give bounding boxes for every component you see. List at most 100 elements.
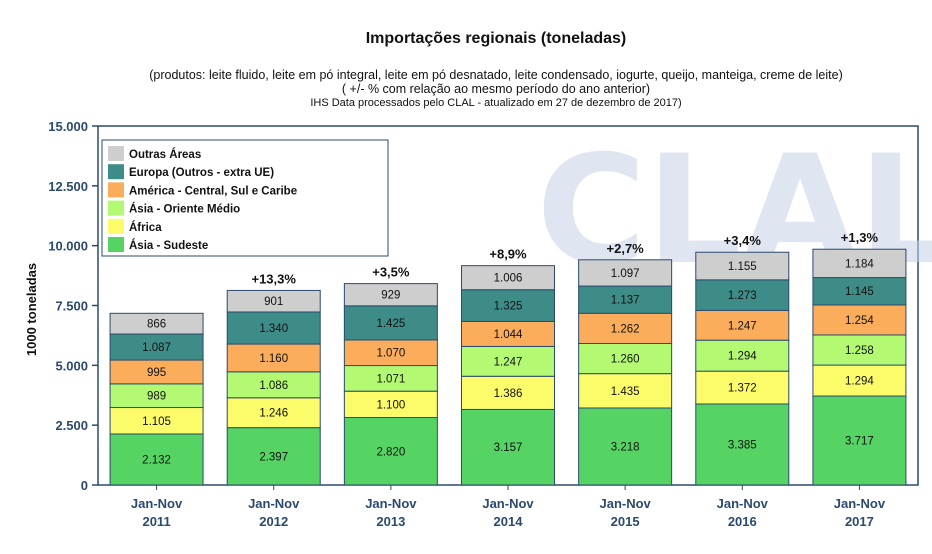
x-tick-label: 2011 — [142, 514, 170, 529]
bar-segment — [812, 334, 907, 366]
data-label: 1.097 — [611, 268, 640, 280]
bar-segment — [226, 427, 321, 486]
bar-segment — [812, 395, 907, 486]
bar-stack: 2.397 1.246 1.086 1.160 1.340 901 — [226, 289, 321, 486]
legend-box — [101, 139, 389, 257]
data-label: 1.246 — [259, 408, 288, 420]
data-label: 1.071 — [376, 373, 405, 385]
bar-stack: 2.820 1.100 1.071 1.070 1.425 929 — [343, 283, 438, 486]
legend-swatch — [108, 146, 124, 161]
subtitle-line-percent: ( +/- % com relação ao mesmo período do … — [341, 82, 651, 96]
data-label: 1.425 — [376, 318, 405, 330]
bar-segment — [226, 289, 321, 313]
bar-segment — [695, 309, 790, 341]
data-label: 1.184 — [845, 258, 874, 270]
y-tick-label: 5.000 — [55, 358, 88, 373]
bar-segment — [695, 251, 790, 281]
bar-segment — [461, 320, 555, 347]
data-label: 1.294 — [728, 351, 757, 363]
data-label: 995 — [147, 367, 166, 379]
bar-segment — [578, 373, 673, 409]
data-label: 1.258 — [845, 345, 874, 357]
data-label: 2.132 — [142, 454, 171, 466]
bar-segment — [109, 407, 204, 435]
bar-segment — [578, 407, 673, 486]
bar-segment — [578, 342, 673, 375]
bar-segment — [812, 364, 907, 397]
legend-swatch — [108, 200, 124, 216]
bar-segment — [109, 312, 204, 335]
x-tick-label: Jan-Nov — [482, 496, 534, 511]
data-label: 1.247 — [494, 356, 523, 368]
x-tick-label: 2013 — [376, 514, 405, 529]
data-label: 1.100 — [376, 399, 405, 411]
data-label: 2.397 — [259, 451, 288, 463]
legend-entry: África — [129, 221, 162, 234]
x-tick-label: Jan-Nov — [365, 496, 417, 511]
data-label: 1.260 — [611, 354, 640, 366]
data-label: 1.155 — [728, 261, 757, 273]
data-label: 1.044 — [494, 329, 523, 341]
data-label: 989 — [147, 391, 166, 403]
x-tick-label: 2016 — [728, 514, 757, 529]
y-tick-label: 15.000 — [48, 119, 88, 134]
bar-stack: 3.157 1.386 1.247 1.044 1.325 1.006 — [461, 265, 555, 486]
change-label: +2,7% — [607, 241, 645, 256]
legend-entry: Europa (Outros - extra UE) — [129, 167, 274, 179]
bar-segment — [226, 371, 321, 399]
data-label: 3.717 — [845, 436, 874, 448]
y-tick-label: 10.000 — [48, 239, 88, 254]
bar-segment — [343, 339, 438, 367]
data-label: 901 — [264, 296, 283, 308]
bar-segment — [461, 289, 555, 322]
bar-stack: 3.717 1.294 1.258 1.254 1.145 1.184 — [812, 248, 907, 486]
bar-segment — [343, 305, 438, 341]
data-label: 1.145 — [845, 286, 874, 298]
chart-title: Importações regionais (toneladas) — [365, 30, 627, 47]
data-label: 1.294 — [845, 376, 874, 388]
change-label: +8,9% — [489, 247, 527, 262]
bar-segment — [343, 390, 438, 419]
legend-swatch — [108, 164, 124, 180]
bar-segment — [695, 339, 790, 372]
legend-swatch — [108, 237, 124, 252]
legend-swatch — [108, 218, 124, 234]
bar-segment — [461, 265, 555, 291]
legend-swatch — [108, 182, 124, 198]
data-label: 1.087 — [142, 342, 171, 354]
y-tick-label: 7.500 — [55, 299, 88, 314]
data-label: 3.157 — [494, 442, 523, 454]
bar-segment — [343, 417, 438, 486]
change-label: +3,5% — [372, 265, 410, 280]
data-label: 866 — [147, 319, 166, 331]
subtitle-line-source: IHS Data processados pelo CLAL - atualiz… — [310, 97, 682, 109]
bar-stack: 3.385 1.372 1.294 1.247 1.273 1.155 — [695, 251, 790, 486]
y-tick-label: 0 — [81, 478, 88, 493]
bar-segment — [578, 259, 673, 287]
bar-segment — [109, 333, 204, 361]
x-tick-label: Jan-Nov — [248, 496, 300, 511]
data-label: 1.105 — [142, 416, 171, 428]
data-label: 3.218 — [611, 441, 640, 453]
bar-segment — [578, 312, 673, 344]
bar-segment — [461, 345, 555, 377]
legend: Outras Áreas Europa (Outros - extra UE) Am… — [101, 139, 389, 257]
x-tick-label: Jan-Nov — [131, 496, 183, 511]
bar-segment — [343, 365, 438, 392]
x-tick-label: Jan-Nov — [834, 496, 886, 511]
legend-entry: Ásia - Sudeste — [129, 239, 208, 252]
data-label: 1.086 — [259, 380, 288, 392]
data-label: 3.385 — [728, 439, 757, 451]
bar-segment — [109, 433, 204, 486]
bar-stack: 2.132 1.105 989 995 1.087 866 — [109, 312, 204, 486]
legend-entry: Ásia - Oriente Médio — [129, 203, 240, 216]
data-label: 1.070 — [376, 348, 405, 360]
x-tick-label: 2012 — [259, 514, 288, 529]
change-label: +13,3% — [251, 271, 296, 286]
bar-segment — [226, 343, 321, 373]
data-label: 1.006 — [494, 273, 523, 285]
y-tick-label: 12.500 — [48, 179, 88, 194]
data-label: 1.386 — [494, 388, 523, 400]
data-label: 2.820 — [376, 446, 405, 458]
